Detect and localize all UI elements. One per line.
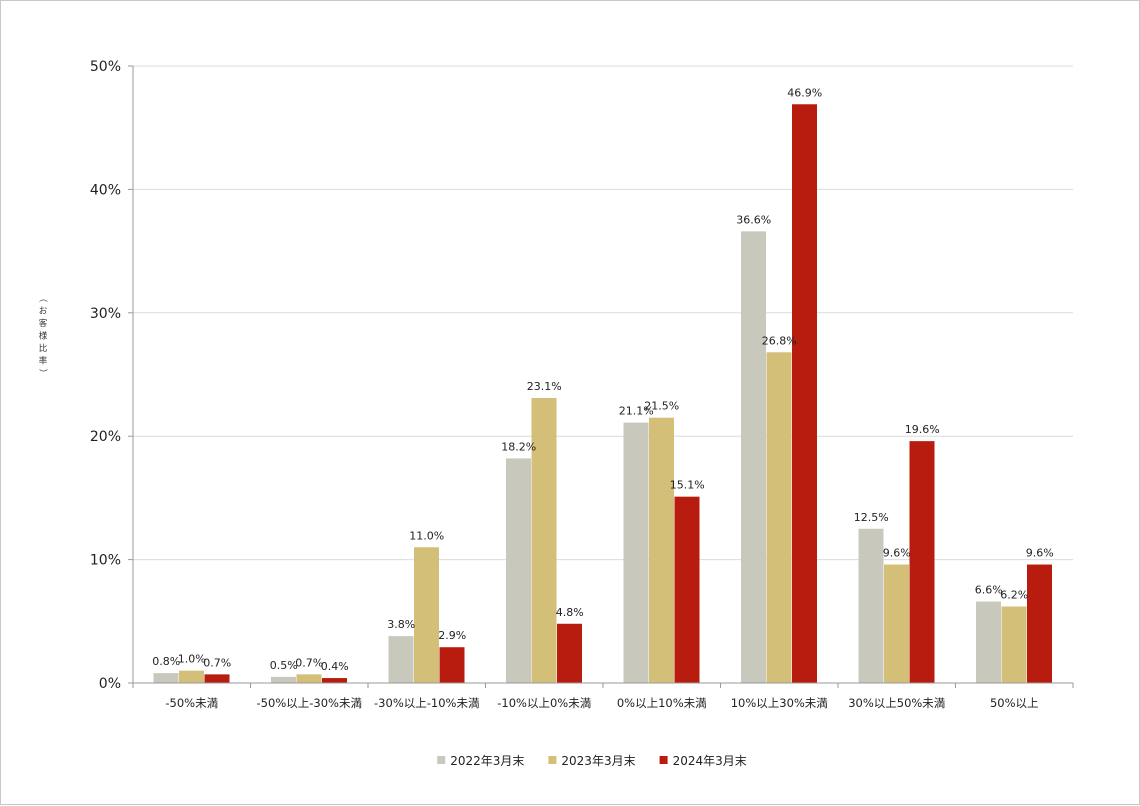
legend: 2022年3月末 2023年3月末 2024年3月末 — [437, 754, 747, 768]
legend-swatch-2 — [659, 756, 668, 764]
x-category-label: 10%以上30%未満 — [731, 696, 828, 710]
legend-swatch-1 — [548, 756, 557, 764]
data-label: 6.6% — [975, 584, 1003, 597]
bar-2-3 — [557, 623, 582, 683]
bar-2-2 — [439, 647, 465, 683]
data-label: 36.6% — [736, 213, 771, 226]
y-axis-label-char: 客 — [39, 318, 48, 329]
bar-1-2 — [414, 547, 439, 683]
bar-2-6 — [909, 441, 935, 683]
data-label: 12.5% — [854, 511, 889, 524]
data-label: 15.1% — [670, 479, 705, 492]
y-tick-label: 40% — [90, 182, 121, 198]
x-category-label: -50%以上-30%未満 — [257, 696, 362, 710]
bar-0-3 — [506, 458, 531, 683]
bar-0-0 — [153, 673, 179, 683]
bars — [153, 104, 1052, 683]
legend-swatch-0 — [437, 756, 446, 764]
x-category-label: -30%以上-10%未満 — [374, 696, 479, 710]
data-label: 26.8% — [762, 334, 797, 347]
data-label: 6.2% — [1000, 588, 1028, 601]
bar-1-5 — [766, 352, 792, 683]
data-label: 0.5% — [270, 659, 298, 672]
data-label: 19.6% — [905, 423, 940, 436]
data-label: 1.0% — [178, 653, 206, 666]
data-label: 23.1% — [527, 380, 562, 393]
x-category-label: -10%以上0%未満 — [497, 696, 591, 710]
y-tick-label: 50% — [90, 59, 121, 75]
data-label: 2.9% — [438, 629, 466, 642]
data-label: 0.8% — [152, 655, 180, 668]
bar-2-0 — [204, 674, 230, 683]
bar-1-1 — [296, 674, 322, 683]
data-label: 4.8% — [556, 606, 584, 619]
x-category-label: 50%以上 — [990, 696, 1039, 710]
bar-0-2 — [388, 636, 414, 683]
y-tick-label: 20% — [90, 429, 121, 445]
legend-label-2: 2024年3月末 — [673, 754, 747, 768]
bar-2-1 — [322, 678, 347, 683]
y-tick-label: 0% — [99, 676, 121, 692]
data-label: 0.4% — [321, 660, 349, 673]
bar-1-6 — [884, 564, 909, 683]
x-category-label: -50%未満 — [165, 696, 218, 710]
data-label: 0.7% — [203, 656, 231, 669]
bar-1-3 — [531, 397, 557, 683]
bar-2-5 — [792, 104, 817, 683]
data-label: 21.1% — [619, 405, 654, 418]
data-label: 9.6% — [1026, 547, 1054, 560]
bar-0-6 — [858, 528, 884, 683]
bar-1-4 — [649, 417, 674, 683]
x-category-label: 30%以上50%未満 — [848, 696, 945, 710]
data-label: 46.9% — [787, 86, 822, 99]
data-label: 0.7% — [295, 656, 323, 669]
legend-label-1: 2023年3月末 — [561, 754, 635, 768]
bar-1-7 — [1001, 606, 1027, 683]
y-axis-label-char: 比 — [39, 343, 48, 354]
data-label: 11.0% — [409, 529, 444, 542]
bar-0-4 — [623, 422, 649, 683]
y-axis-label-char: 率 — [39, 356, 48, 367]
y-tick-label: 10% — [90, 553, 121, 569]
bar-0-7 — [976, 601, 1001, 683]
bar-1-0 — [179, 670, 204, 683]
data-label: 21.5% — [644, 400, 679, 413]
legend-label-0: 2022年3月末 — [450, 754, 524, 768]
y-axis-label-char: お — [39, 307, 48, 317]
data-label: 18.2% — [501, 440, 536, 453]
data-label: 9.6% — [883, 547, 911, 560]
axes: 0% 10% 20% 30% 40% 50% -50%未満 -50%以上-30%未満 -30%以… — [90, 59, 1074, 710]
y-tick-label: 30% — [90, 306, 121, 322]
data-label: 3.8% — [387, 618, 415, 631]
data-labels: 0.8%1.0%0.7% 0.5%0.7%0.4%3.8%11.0%2.9%18.… — [152, 86, 1053, 673]
bar-2-4 — [674, 496, 700, 683]
y-axis-label-char: 様 — [39, 331, 48, 342]
bar-0-1 — [271, 676, 296, 683]
bar-0-5 — [741, 231, 766, 683]
y-axis-label-char: ） — [37, 369, 48, 378]
bar-2-7 — [1027, 564, 1052, 683]
y-axis-label-char: （ — [37, 294, 48, 303]
x-category-label: 0%以上10%未満 — [617, 696, 707, 710]
